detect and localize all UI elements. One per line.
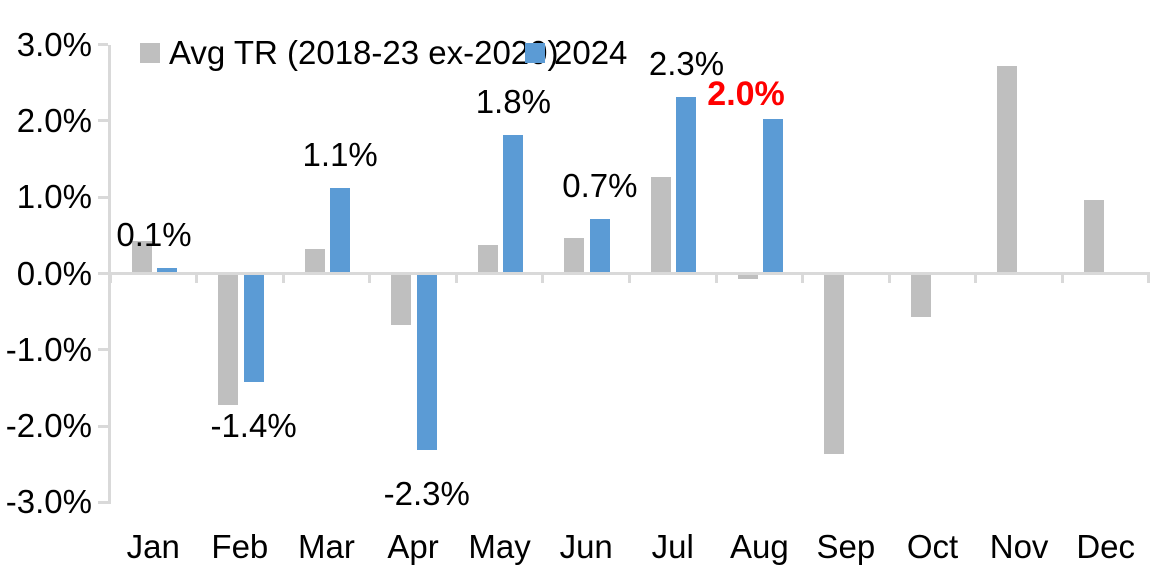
x-axis-tick: [541, 275, 545, 283]
y-axis-tick: [98, 195, 108, 199]
bar-avg-tr-jan: [131, 241, 152, 272]
x-axis-tick: [368, 275, 372, 283]
y-axis-label: 2.0%: [16, 101, 92, 139]
y-axis-label: 0.0%: [16, 254, 92, 292]
y-axis-tick: [98, 43, 108, 47]
x-axis-tick: [108, 275, 112, 283]
y-axis-label: -1.0%: [5, 330, 92, 368]
bar-avg-tr-feb: [218, 275, 239, 405]
x-axis-tick: [627, 275, 631, 283]
month-label-nov: Nov: [989, 528, 1049, 565]
bar-avg-tr-oct: [910, 275, 931, 317]
y-axis-label: 3.0%: [16, 25, 92, 63]
x-axis-tick: [281, 275, 285, 283]
month-label-dec: Dec: [1076, 528, 1135, 565]
data-label-2024-aug: 2.0%: [707, 75, 785, 114]
bar-avg-tr-nov: [997, 65, 1018, 272]
data-label-2024-may: 1.8%: [475, 82, 551, 120]
data-label-2024-jan: 0.1%: [116, 216, 192, 254]
y-axis-label: -2.0%: [5, 407, 92, 445]
bar-2024-mar: [330, 188, 351, 272]
y-axis-tick: [98, 119, 108, 123]
data-label-2024-feb: -1.4%: [210, 406, 297, 444]
x-axis-tick: [454, 275, 458, 283]
bar-avg-tr-sep: [824, 275, 845, 455]
bar-avg-tr-aug: [737, 275, 758, 279]
y-axis-tick: [98, 424, 108, 428]
bar-2024-jan: [157, 268, 177, 272]
legend-item-2024: 2024: [525, 34, 628, 71]
2024-legend-label: 2024: [554, 34, 628, 71]
x-axis-tick: [1060, 275, 1064, 283]
bar-avg-tr-mar: [304, 249, 325, 272]
x-axis-tick: [887, 275, 891, 283]
avg-tr-legend-label: Avg TR (2018-23 ex-2020): [169, 34, 559, 71]
avg-tr-legend-swatch-icon: [140, 43, 160, 63]
month-label-jul: Jul: [651, 528, 694, 565]
data-label-2024-jul: 2.3%: [648, 44, 725, 82]
month-label-jun: Jun: [559, 528, 613, 565]
bar-2024-apr: [416, 275, 437, 451]
data-label-2024-mar: 1.1%: [302, 136, 378, 174]
month-label-sep: Sep: [816, 528, 876, 565]
x-axis-line: [107, 272, 1150, 275]
x-axis-tick: [195, 275, 199, 283]
x-axis-tick: [714, 275, 718, 283]
x-axis-tick: [1147, 275, 1151, 283]
bar-2024-feb: [243, 275, 264, 382]
x-axis-tick: [801, 275, 805, 283]
month-label-apr: Apr: [387, 528, 439, 565]
y-axis-tick: [98, 272, 108, 275]
bar-2024-may: [503, 134, 524, 272]
y-axis-label: 1.0%: [16, 178, 92, 216]
data-label-2024-apr: -2.3%: [383, 475, 470, 513]
bar-avg-tr-jul: [650, 176, 671, 272]
month-label-may: May: [468, 528, 531, 565]
bar-2024-aug: [763, 119, 784, 272]
2024-legend-swatch-icon: [525, 43, 545, 63]
bar-2024-jun: [589, 218, 610, 272]
data-label-2024-jun: 0.7%: [562, 166, 638, 204]
y-axis-tick: [98, 500, 108, 504]
bar-2024-jul: [676, 96, 697, 272]
bar-avg-tr-may: [477, 245, 498, 272]
y-axis-label: -3.0%: [5, 483, 92, 521]
y-axis-tick: [98, 348, 108, 352]
month-label-feb: Feb: [211, 528, 269, 565]
month-label-oct: Oct: [906, 528, 959, 565]
bar-avg-tr-dec: [1083, 199, 1104, 272]
month-label-jan: Jan: [126, 528, 180, 565]
x-axis-tick: [974, 275, 978, 283]
legend-item-avg-tr: Avg TR (2018-23 ex-2020): [140, 34, 559, 71]
month-label-aug: Aug: [729, 528, 789, 565]
bar-avg-tr-jun: [564, 237, 585, 272]
month-label-mar: Mar: [298, 528, 355, 565]
bar-avg-tr-apr: [391, 275, 412, 325]
